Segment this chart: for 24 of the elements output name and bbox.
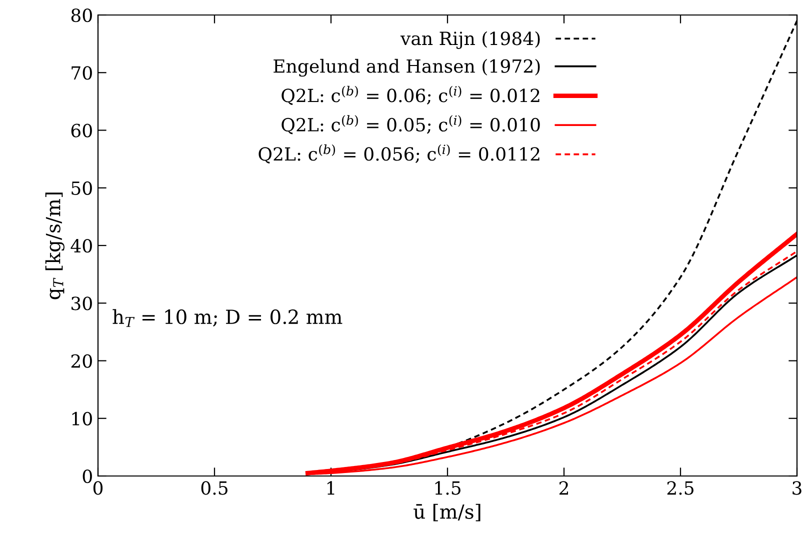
y-tick-label: 40 bbox=[70, 238, 92, 253]
y-tick-label: 0 bbox=[82, 469, 92, 484]
y-tick-label: 10 bbox=[72, 412, 92, 426]
y-axis-title: q$_{T}$ [kg/s/m] bbox=[45, 192, 64, 300]
y-tick-label: 50 bbox=[72, 181, 92, 195]
y-tick-label: 20 bbox=[71, 354, 92, 368]
x-tick-label: 0.5 bbox=[201, 481, 228, 495]
x-axis-title: ū [m/s] bbox=[414, 504, 480, 522]
legend-label: Q2L: c$^{(b)}$ = 0.06; c$^{(i)}$ = 0.012 bbox=[282, 86, 540, 105]
x-tick-label: 2.5 bbox=[667, 481, 694, 495]
x-tick-label: 0 bbox=[93, 481, 103, 495]
legend-label: Q2L: c$^{(b)}$ = 0.05; c$^{(i)}$ = 0.010 bbox=[282, 115, 540, 134]
x-tick-label: 3 bbox=[792, 481, 802, 495]
annotation: h$_{T}$ = 10 m; D = 0.2 mm bbox=[112, 309, 342, 327]
y-tick-label: 30 bbox=[72, 296, 92, 310]
y-tick-label: 70 bbox=[72, 66, 92, 80]
legend-label: Q2L: c$^{(b)}$ = 0.056; c$^{(i)}$ = 0.0112 bbox=[258, 144, 540, 164]
legend-label: Engelund and Hansen (1972) bbox=[274, 58, 540, 77]
y-tick-label: 60 bbox=[71, 124, 92, 138]
y-tick-label: 80 bbox=[71, 8, 92, 22]
x-tick-label: 1.5 bbox=[435, 481, 460, 495]
x-tick-label: 1 bbox=[327, 481, 334, 495]
x-tick-label: 2 bbox=[559, 481, 568, 495]
legend-label: van Rijn (1984) bbox=[400, 31, 540, 49]
